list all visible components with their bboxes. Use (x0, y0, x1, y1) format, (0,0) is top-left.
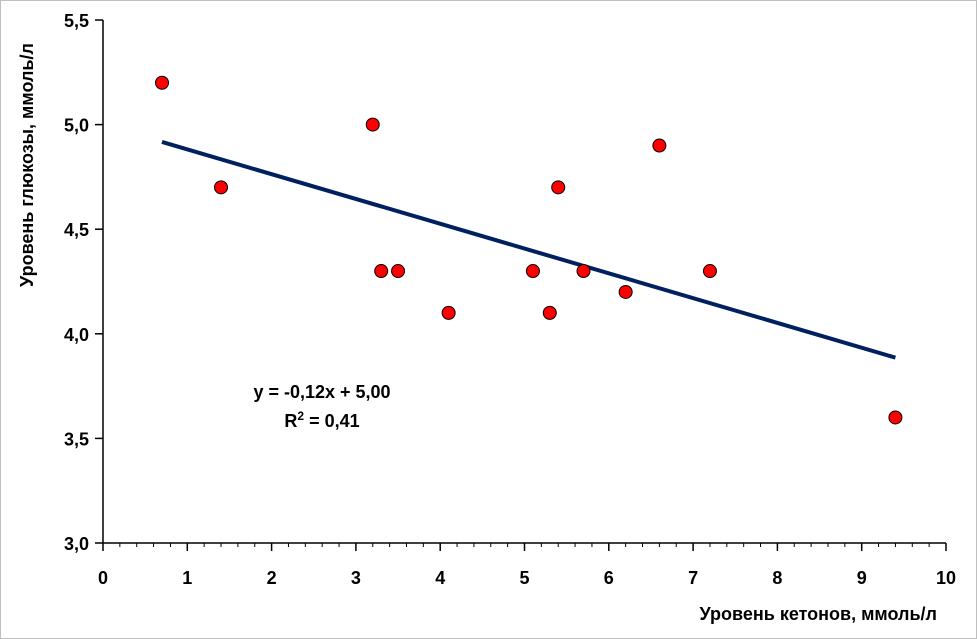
data-point (542, 305, 557, 320)
data-point (155, 75, 170, 90)
x-tick-labels: 0 1 2 3 4 5 6 7 8 9 10 (98, 568, 956, 588)
r-squared-value: = 0,41 (304, 411, 360, 431)
y-tick-label: 3,5 (64, 429, 89, 449)
y-tick-label: 5,5 (64, 11, 89, 31)
data-point (618, 284, 633, 299)
x-axis-title: Уровень кетонов, ммоль/л (700, 604, 937, 624)
data-point (441, 305, 456, 320)
data-point (214, 180, 229, 195)
y-tick-label: 4,0 (64, 325, 89, 345)
data-point (576, 264, 591, 279)
r-squared-label: R2 = 0,41 (284, 409, 359, 431)
data-point (888, 410, 903, 425)
data-point (551, 180, 566, 195)
y-axis-title: Уровень глюкозы, ммоль/л (17, 43, 37, 287)
r-squared-prefix: R (284, 411, 297, 431)
x-major-ticks (102, 543, 947, 551)
y-tick-label: 3,0 (64, 534, 89, 554)
data-point (374, 264, 389, 279)
x-tick-label: 8 (772, 568, 782, 588)
y-tick-labels: 3,0 3,5 4,0 4,5 5,0 5,5 (64, 11, 89, 554)
y-tick-label: 4,5 (64, 220, 89, 240)
data-point (652, 138, 667, 153)
data-point (702, 264, 717, 279)
y-major-ticks (95, 19, 103, 544)
data-point (525, 264, 540, 279)
x-tick-label: 3 (351, 568, 361, 588)
x-tick-label: 7 (688, 568, 698, 588)
x-tick-label: 6 (604, 568, 614, 588)
trendline (161, 140, 896, 360)
y-tick-label: 5,0 (64, 116, 89, 136)
x-tick-label: 10 (936, 568, 956, 588)
x-tick-label: 1 (182, 568, 192, 588)
x-tick-label: 2 (267, 568, 277, 588)
data-point (365, 117, 380, 132)
x-tick-label: 9 (857, 568, 867, 588)
trendline-equation: y = -0,12x + 5,00 (253, 382, 390, 402)
data-points (155, 75, 903, 425)
x-tick-label: 4 (435, 568, 445, 588)
r-squared-superscript: 2 (297, 409, 304, 423)
x-tick-label: 5 (519, 568, 529, 588)
data-point (391, 264, 406, 279)
x-tick-label: 0 (98, 568, 108, 588)
